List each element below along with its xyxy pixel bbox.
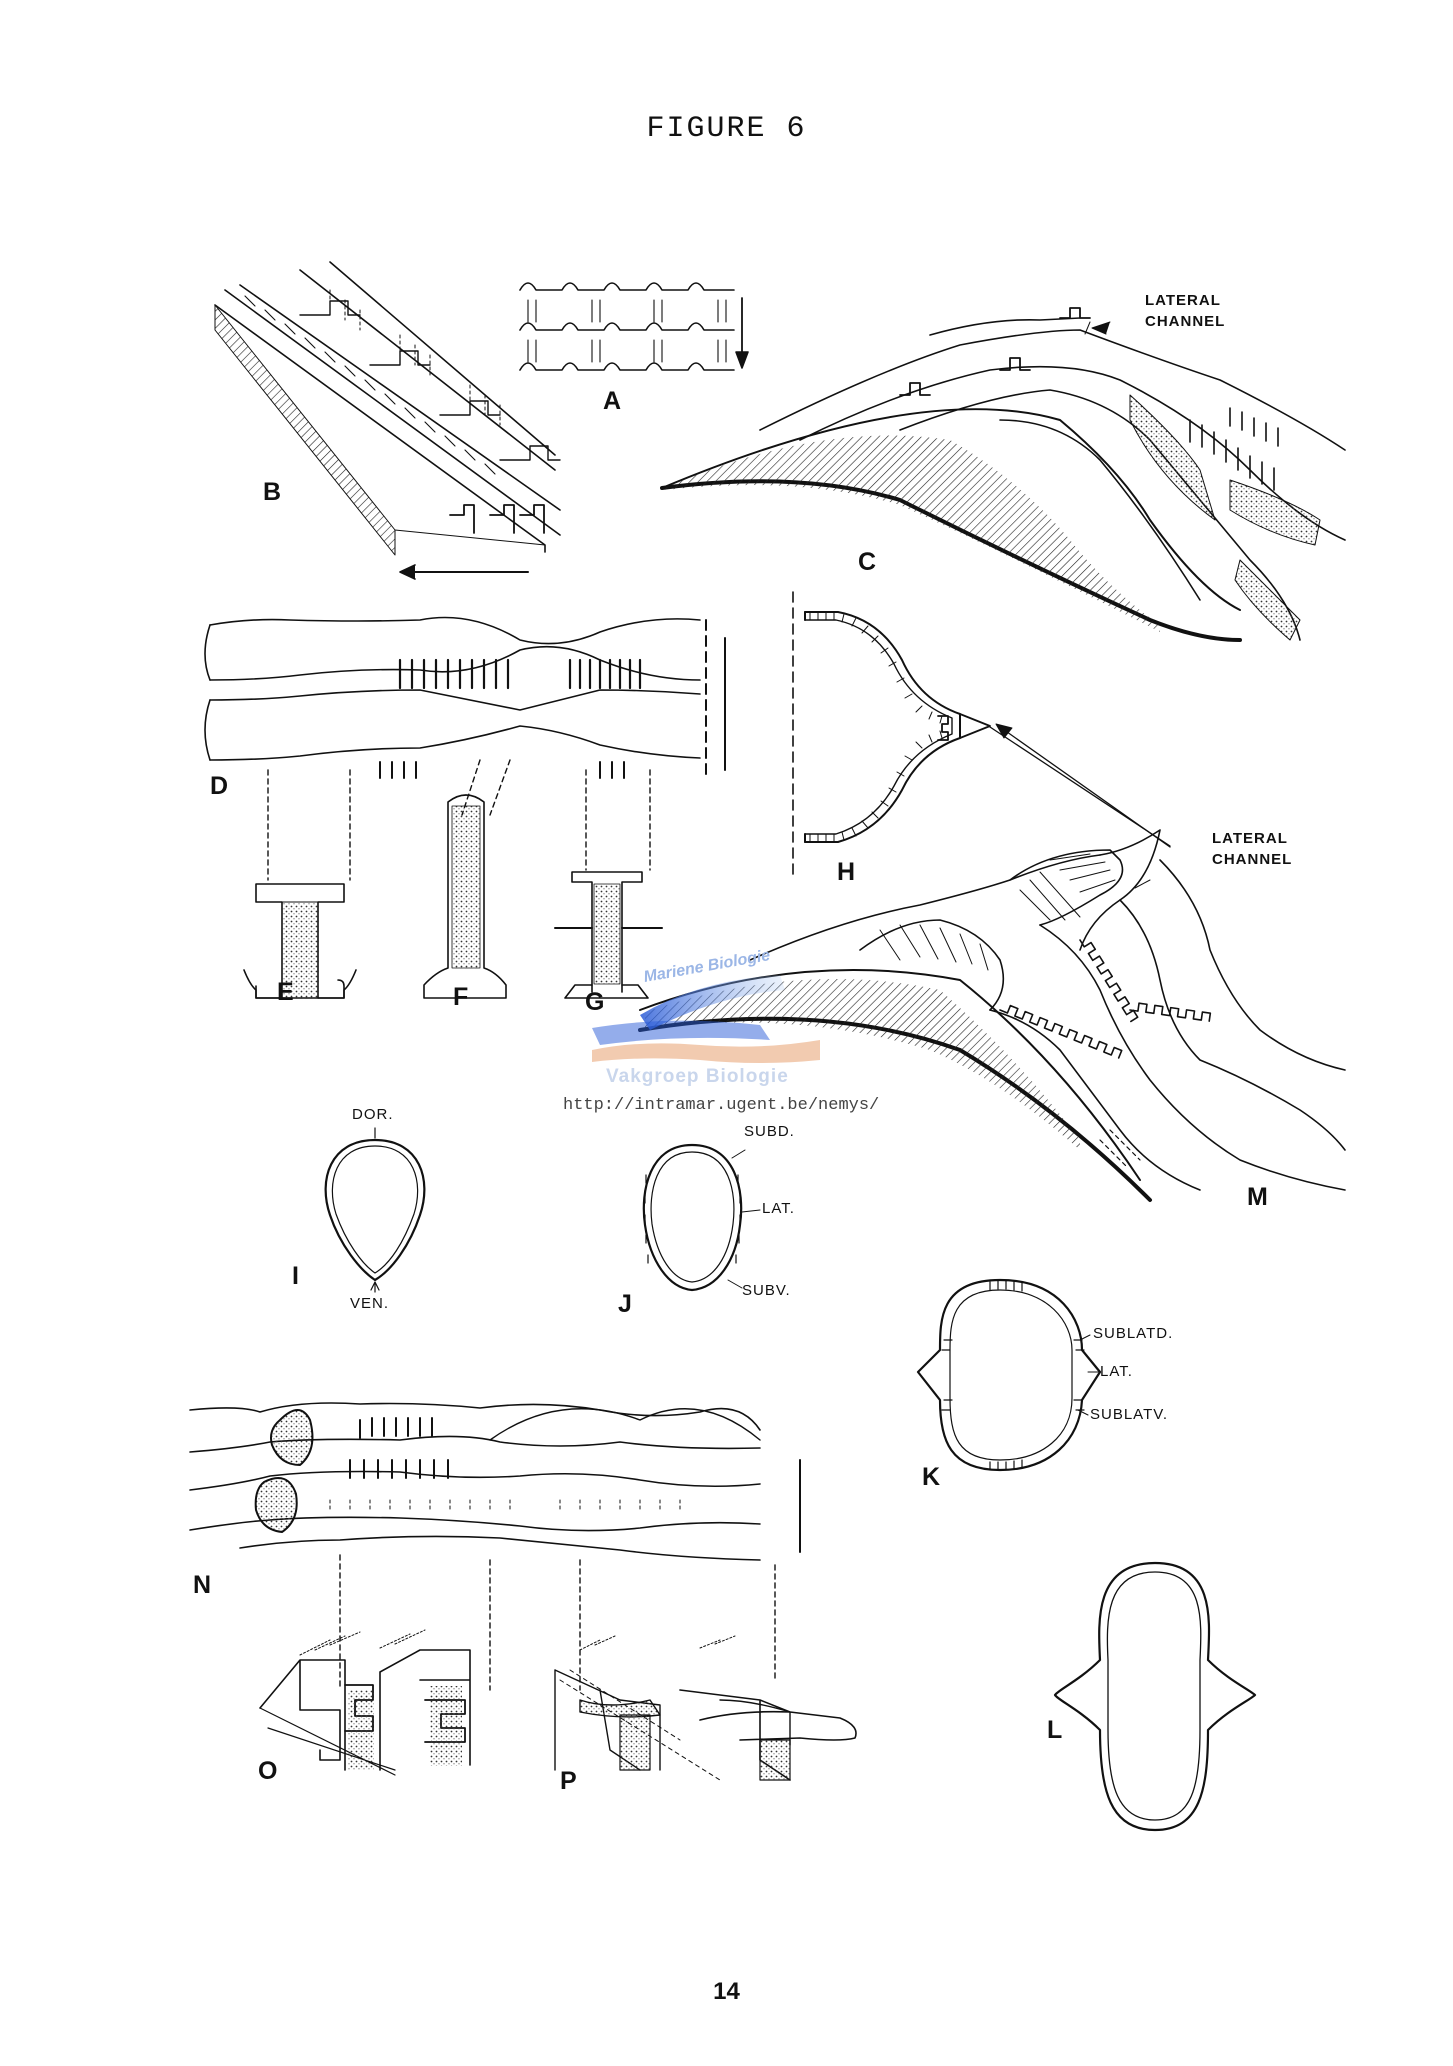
panel-n-drawing xyxy=(189,1402,801,1691)
panel-label-f: F xyxy=(453,983,469,1011)
lateral-channel-mid-line1: LATERAL xyxy=(1212,830,1288,847)
panel-j-drawing xyxy=(642,1143,761,1292)
panel-p-drawing xyxy=(554,1635,857,1781)
panel-label-d: D xyxy=(210,772,229,800)
panel-label-g: G xyxy=(585,988,605,1016)
k-sublatv-label: SUBLATV. xyxy=(1090,1406,1169,1423)
panel-label-i: I xyxy=(292,1262,299,1290)
figure-title: FIGURE 6 xyxy=(646,112,807,146)
panel-label-p: P xyxy=(560,1767,577,1795)
panel-label-h: H xyxy=(837,858,856,886)
panel-label-c: C xyxy=(858,548,877,576)
panel-m-drawing xyxy=(638,829,1346,1202)
panel-f-drawing xyxy=(423,794,507,999)
lateral-channel-mid-label: LATERAL CHANNEL xyxy=(1212,828,1292,870)
panel-label-e: E xyxy=(277,978,294,1006)
panel-label-o: O xyxy=(258,1757,278,1785)
panel-i-drawing xyxy=(324,1127,426,1293)
panel-c-drawing xyxy=(660,307,1346,642)
panel-e-drawing xyxy=(243,883,357,999)
panel-k-drawing xyxy=(916,1278,1102,1472)
watermark-url: http://intramar.ugent.be/nemys/ xyxy=(563,1096,880,1115)
panel-h-drawing xyxy=(792,591,1171,876)
panel-label-a: A xyxy=(603,387,622,415)
i-dor-label: DOR. xyxy=(352,1106,394,1123)
k-sublatd-label: SUBLATD. xyxy=(1093,1325,1174,1342)
j-lat-label: LAT. xyxy=(762,1200,795,1217)
panel-label-k: K xyxy=(922,1463,941,1491)
panel-label-m: M xyxy=(1247,1183,1268,1211)
panel-label-j: J xyxy=(618,1290,632,1318)
panel-d-drawing xyxy=(204,616,726,881)
i-ven-label: VEN. xyxy=(350,1295,390,1312)
panel-label-l: L xyxy=(1047,1716,1063,1744)
panel-l-drawing xyxy=(1053,1561,1257,1832)
panel-b-drawing xyxy=(214,261,561,580)
k-lat-label: LAT. xyxy=(1100,1363,1133,1380)
lateral-channel-top-line2: CHANNEL xyxy=(1145,313,1226,330)
panel-g-drawing xyxy=(554,871,663,999)
lateral-channel-mid-line2: CHANNEL xyxy=(1212,851,1293,868)
lateral-channel-top-label: LATERAL CHANNEL xyxy=(1145,290,1225,332)
panel-label-n: N xyxy=(193,1571,212,1599)
panel-a-drawing xyxy=(519,282,749,371)
watermark-logo xyxy=(592,975,820,1063)
j-subv-label: SUBV. xyxy=(742,1282,791,1299)
panel-label-b: B xyxy=(263,478,282,506)
panel-o-drawing xyxy=(259,1629,471,1776)
watermark-line2: Vakgroep Biologie xyxy=(606,1066,789,1087)
lateral-channel-top-line1: LATERAL xyxy=(1145,292,1221,309)
page-number: 14 xyxy=(713,1978,740,2005)
j-subd-label: SUBD. xyxy=(744,1123,795,1140)
